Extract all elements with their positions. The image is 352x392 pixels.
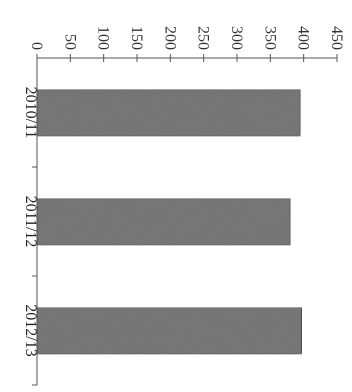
category-label: 2010/11 bbox=[22, 87, 39, 139]
value-axis-tick-label: 250 bbox=[195, 26, 212, 50]
value-axis-tick-label: 350 bbox=[261, 26, 278, 50]
value-axis-tick-label: 200 bbox=[161, 26, 178, 50]
bar-2010-11 bbox=[36, 89, 301, 136]
value-axis-tick-label: 50 bbox=[61, 34, 78, 50]
value-axis-tick-label: 300 bbox=[228, 26, 245, 50]
category-label: 2011/12 bbox=[22, 196, 39, 248]
value-axis-tick-label: 100 bbox=[95, 26, 112, 50]
value-axis-tick-label: 450 bbox=[328, 26, 345, 50]
value-axis-tick-label: 400 bbox=[295, 26, 312, 50]
plot-area: 0 50 100 150 200 250 300 350 400 450 2010/11 2011/1… bbox=[22, 26, 345, 386]
category-label: 2012/13 bbox=[22, 304, 39, 356]
bar-2012-13 bbox=[36, 307, 303, 354]
value-axis-tick-label: 0 bbox=[28, 42, 45, 50]
bar-2011-12 bbox=[36, 198, 291, 245]
value-axis-tick-label: 150 bbox=[128, 26, 145, 50]
